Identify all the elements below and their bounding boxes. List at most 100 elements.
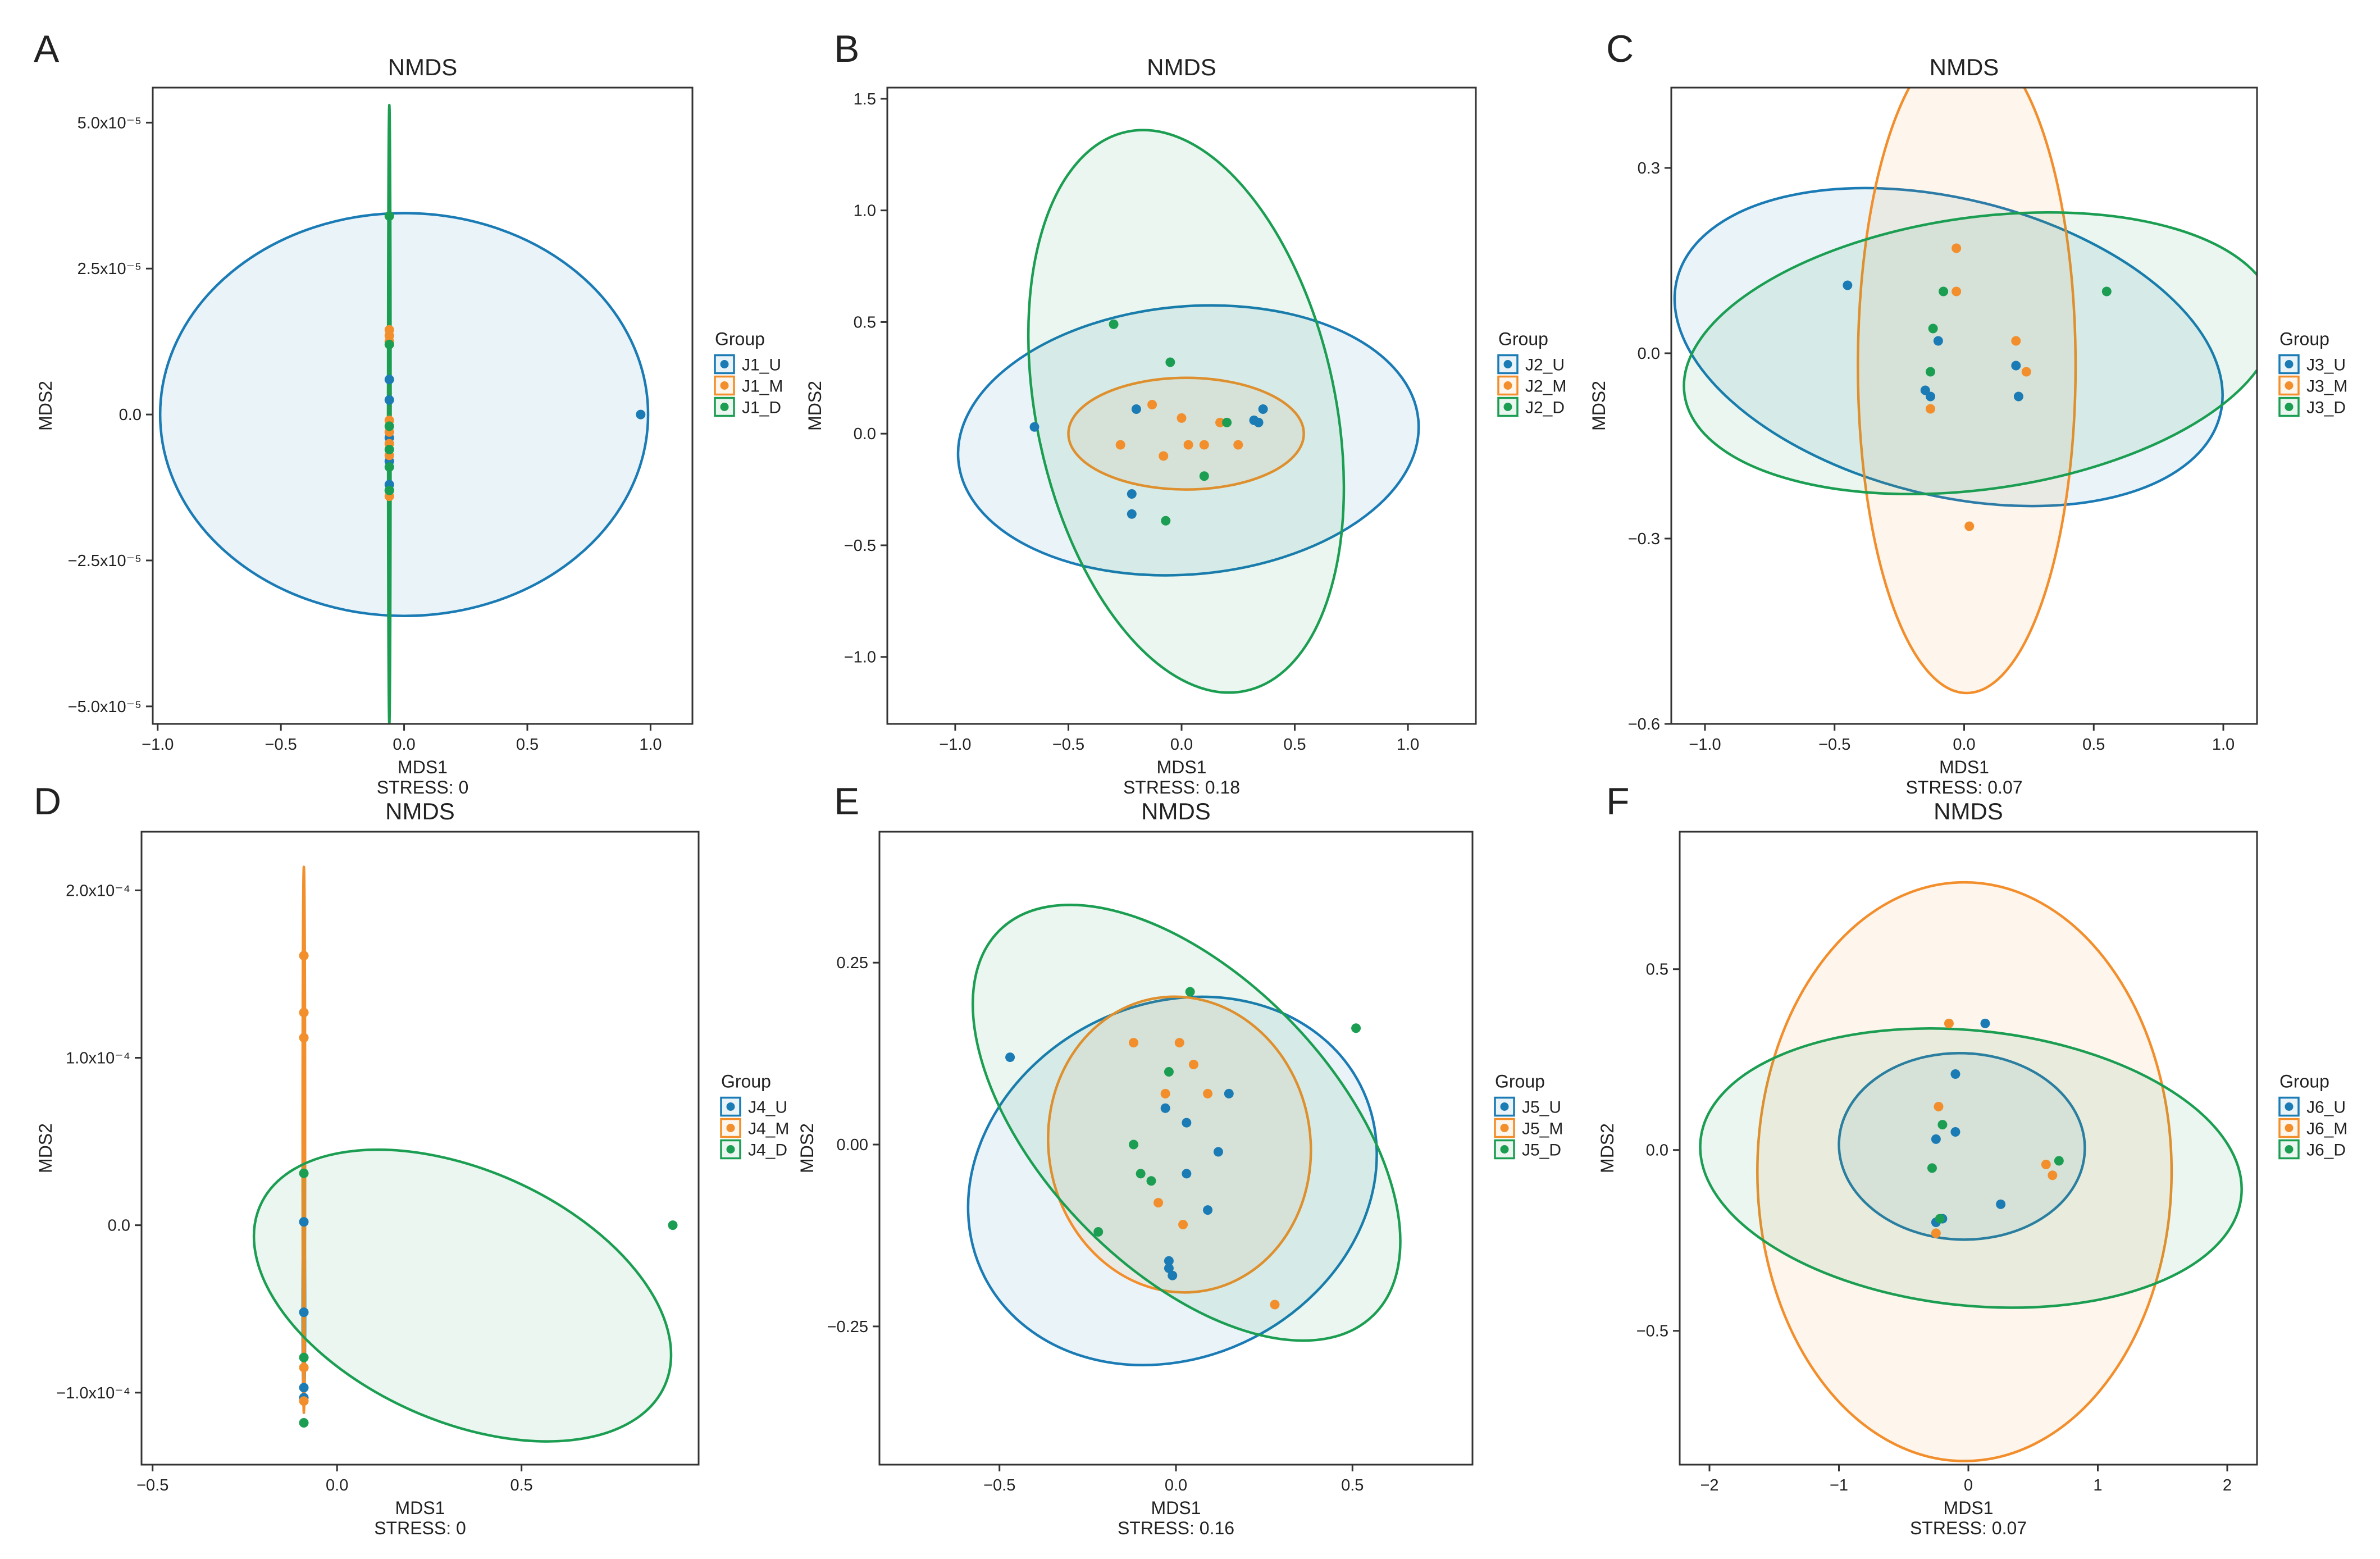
- y-tick-label: −0.6: [1628, 715, 1660, 733]
- x-axis-label: MDS1: [395, 1498, 445, 1518]
- data-point: [1115, 440, 1125, 450]
- x-axis-label: MDS1: [398, 757, 448, 777]
- legend-key: [1497, 396, 1519, 417]
- x-tick-label: −0.5: [136, 1476, 168, 1494]
- data-point: [1253, 417, 1264, 427]
- legend-label: J1_M: [742, 377, 783, 396]
- legend-key-dot: [720, 360, 729, 368]
- legend-item-j3-u: J3_U: [2278, 354, 2346, 375]
- data-point: [1109, 319, 1119, 329]
- data-point: [1944, 1018, 1954, 1028]
- plot-area: [1671, 88, 2257, 724]
- data-point: [2048, 1170, 2058, 1180]
- legend-label: J2_U: [1525, 356, 1565, 375]
- data-point: [1224, 1088, 1234, 1098]
- series-points-j6-m: [1931, 1018, 2058, 1238]
- data-point: [299, 1008, 309, 1018]
- plot-content: [158, 104, 650, 724]
- legend-item-j5-m: J5_M: [1494, 1118, 1563, 1138]
- data-point: [1029, 422, 1039, 432]
- data-point: [1160, 1088, 1170, 1098]
- series-points-j5-u: [1005, 1052, 1234, 1280]
- x-tick-label: −0.5: [1818, 736, 1850, 754]
- data-point: [1182, 1169, 1192, 1179]
- data-point: [1203, 1088, 1213, 1098]
- panel-letter: C: [1606, 28, 1634, 70]
- y-tick-label: 0.0: [854, 425, 876, 443]
- stress-label: STRESS: 0.18: [1123, 777, 1240, 797]
- data-point: [1147, 400, 1157, 410]
- data-point: [299, 1417, 309, 1428]
- y-tick-label: 2.0x10⁻⁴: [66, 882, 130, 900]
- legend-label: J2_M: [1525, 377, 1566, 396]
- legend-label: J6_M: [2306, 1120, 2347, 1138]
- data-point: [1153, 1198, 1164, 1208]
- y-tick-label: −0.5: [1636, 1323, 1668, 1341]
- data-point: [1127, 489, 1137, 499]
- confidence-ellipse-j6-d: [1699, 1027, 2243, 1309]
- y-tick-label: 0.5: [854, 313, 876, 331]
- data-point: [299, 1307, 309, 1318]
- data-point: [1952, 243, 1962, 253]
- series-points-j4-m: [299, 951, 309, 1406]
- y-tick-label: −5.0x10⁻⁵: [68, 698, 142, 716]
- x-tick-label: −0.5: [1052, 736, 1084, 754]
- x-tick-label: 1.0: [639, 736, 662, 754]
- data-point: [1146, 1176, 1156, 1186]
- legend-key-dot: [726, 1124, 735, 1132]
- x-tick-label: 1.0: [1397, 736, 1419, 754]
- legend-key-dot: [720, 381, 729, 390]
- y-tick-label: 0.0: [1638, 345, 1660, 363]
- data-point: [1093, 1227, 1104, 1237]
- legend-item-j3-m: J3_M: [2278, 375, 2347, 396]
- x-tick-label: 2: [2223, 1476, 2232, 1494]
- legend-key-dot: [1503, 381, 1512, 390]
- legend-key-dot: [1503, 403, 1512, 411]
- data-point: [384, 339, 394, 349]
- data-point: [2021, 367, 2031, 377]
- chart-title: NMDS: [388, 54, 458, 80]
- x-tick-label: −1.0: [142, 736, 174, 754]
- data-point: [1952, 286, 1962, 297]
- data-point: [299, 1396, 309, 1406]
- panel-letter: A: [34, 28, 60, 70]
- legend: Group J5_U J5_M J5_D: [1494, 1072, 1563, 1160]
- legend-label: J6_D: [2306, 1141, 2346, 1160]
- series-points-j5-m: [1129, 1038, 1280, 1310]
- legend-key-dot: [2285, 381, 2294, 390]
- legend-label: J4_D: [748, 1141, 787, 1160]
- panel-d: D NMDS −0.5 0.0 0.5 −1.0x10⁻⁴ 0.0 1.0x10⁻⁴ 2.0x1…: [34, 780, 789, 1538]
- data-point: [1160, 1103, 1170, 1113]
- data-point: [1188, 1060, 1198, 1070]
- data-point: [384, 395, 394, 405]
- data-point: [1199, 471, 1209, 481]
- legend-item-j1-m: J1_M: [714, 375, 783, 396]
- data-point: [1203, 1205, 1213, 1215]
- series-points-j3-d: [1926, 286, 2112, 377]
- legend-title: Group: [2279, 1072, 2329, 1092]
- series-points-j1-d: [384, 211, 394, 495]
- stress-label: STRESS: 0.07: [1905, 777, 2022, 797]
- x-tick-label: −1.0: [939, 736, 971, 754]
- confidence-ellipse-j4-m: [301, 865, 307, 1414]
- legend-key: [1494, 1096, 1515, 1117]
- x-tick-label: −2: [1700, 1476, 1718, 1494]
- data-point: [1129, 1038, 1139, 1048]
- data-point: [1168, 1270, 1178, 1280]
- legend-key-dot: [2285, 360, 2294, 368]
- data-point: [299, 1352, 309, 1362]
- x-tick-label: 0.0: [393, 736, 415, 754]
- panel-letter: F: [1606, 780, 1630, 823]
- data-point: [1950, 1127, 1960, 1137]
- data-point: [1178, 1220, 1188, 1230]
- data-point: [299, 1033, 309, 1043]
- legend-item-j5-u: J5_U: [1494, 1096, 1561, 1117]
- data-point: [384, 375, 394, 385]
- series-points-j5-d: [1093, 987, 1361, 1237]
- x-tick-label: 0.0: [1953, 736, 1975, 754]
- legend-key-dot: [726, 1145, 735, 1154]
- legend-item-j4-u: J4_U: [720, 1096, 787, 1117]
- data-point: [1996, 1199, 2006, 1209]
- data-point: [1177, 413, 1187, 423]
- y-tick-label: 1.5: [854, 90, 876, 108]
